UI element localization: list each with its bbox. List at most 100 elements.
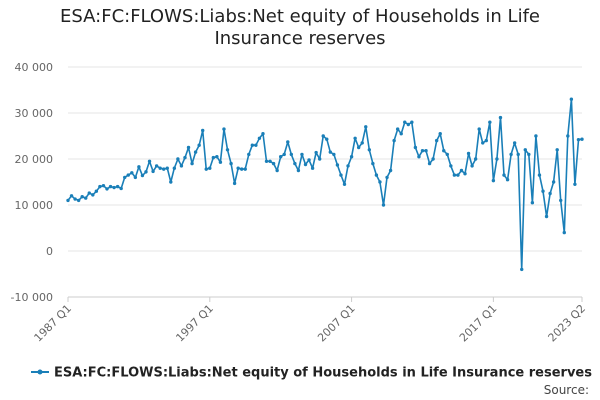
data-point bbox=[537, 173, 542, 177]
data-point bbox=[417, 155, 421, 159]
data-point bbox=[154, 164, 159, 168]
data-point bbox=[286, 140, 290, 144]
data-point bbox=[399, 132, 403, 136]
data-point bbox=[477, 127, 481, 131]
data-point bbox=[573, 182, 577, 186]
data-point bbox=[431, 157, 435, 161]
data-point bbox=[580, 137, 584, 141]
data-point bbox=[527, 152, 531, 157]
data-point bbox=[353, 136, 357, 140]
data-point bbox=[509, 152, 513, 157]
data-point bbox=[385, 175, 389, 180]
data-point bbox=[360, 141, 364, 145]
data-point bbox=[523, 148, 527, 152]
data-point bbox=[133, 175, 138, 180]
data-point bbox=[328, 150, 333, 154]
data-point bbox=[495, 157, 499, 161]
data-point bbox=[105, 187, 109, 191]
data-point bbox=[339, 173, 343, 177]
data-point bbox=[108, 184, 113, 189]
data-point bbox=[381, 203, 386, 207]
data-point bbox=[162, 167, 166, 171]
x-tick-label: 2017 Q1 bbox=[457, 302, 500, 345]
data-point bbox=[229, 161, 233, 166]
data-point bbox=[80, 195, 84, 199]
data-point bbox=[91, 193, 95, 197]
data-point bbox=[169, 180, 173, 184]
data-point bbox=[112, 185, 116, 190]
data-point bbox=[165, 166, 169, 170]
data-point bbox=[325, 137, 329, 141]
data-point bbox=[498, 115, 503, 120]
legend: ESA:FC:FLOWS:Liabs:Net equity of Househo… bbox=[31, 366, 592, 381]
data-point bbox=[87, 191, 91, 195]
data-point bbox=[512, 141, 517, 145]
data-point bbox=[222, 127, 226, 131]
data-point bbox=[473, 157, 478, 161]
data-point bbox=[342, 182, 347, 186]
data-point bbox=[250, 143, 255, 147]
y-tick-label: 20 000 bbox=[15, 153, 54, 166]
data-point bbox=[289, 152, 294, 157]
data-point bbox=[374, 173, 379, 177]
data-point bbox=[69, 194, 74, 198]
data-point bbox=[335, 163, 340, 167]
data-point bbox=[534, 134, 538, 138]
data-point bbox=[555, 148, 559, 152]
data-point bbox=[278, 155, 283, 159]
data-point bbox=[254, 143, 258, 147]
data-point bbox=[186, 145, 191, 150]
data-point bbox=[459, 168, 464, 173]
x-axis: 1987 Q1 1997 Q1 2007 Q1 2017 Q1 2023 Q2 bbox=[32, 296, 589, 345]
data-point bbox=[201, 128, 205, 133]
data-point bbox=[147, 159, 152, 163]
data-point bbox=[172, 166, 177, 170]
data-point bbox=[346, 164, 350, 168]
x-tick-label: 1997 Q1 bbox=[173, 302, 216, 345]
data-point bbox=[236, 166, 240, 170]
data-point bbox=[481, 141, 485, 145]
data-point bbox=[395, 127, 400, 131]
data-point bbox=[488, 120, 492, 124]
x-tick-label: 2007 Q1 bbox=[315, 302, 358, 345]
data-point bbox=[76, 198, 81, 203]
data-point bbox=[158, 166, 162, 170]
data-point bbox=[179, 164, 184, 168]
data-point bbox=[544, 214, 549, 219]
data-point bbox=[264, 159, 269, 163]
data-point bbox=[66, 198, 70, 203]
data-point bbox=[130, 171, 134, 175]
data-point bbox=[466, 151, 471, 156]
data-point bbox=[371, 161, 375, 166]
data-point bbox=[541, 189, 545, 193]
data-point bbox=[566, 134, 570, 138]
y-tick-label: 0 bbox=[46, 245, 53, 258]
x-tick-label: 1987 Q1 bbox=[32, 302, 75, 345]
data-point bbox=[215, 155, 219, 159]
data-point bbox=[151, 169, 155, 174]
data-point bbox=[115, 184, 120, 189]
data-point bbox=[332, 152, 336, 157]
data-point bbox=[261, 132, 265, 136]
data-point bbox=[119, 186, 123, 191]
data-point bbox=[243, 167, 247, 171]
data-point bbox=[367, 148, 372, 152]
data-point bbox=[126, 173, 130, 177]
data-point bbox=[516, 152, 520, 157]
data-point bbox=[140, 173, 145, 178]
data-point bbox=[73, 197, 77, 201]
data-point bbox=[406, 122, 411, 127]
x-tick-label: 2023 Q2 bbox=[546, 302, 589, 345]
data-point bbox=[410, 120, 414, 124]
data-point bbox=[317, 157, 322, 161]
data-point bbox=[364, 125, 368, 129]
data-point bbox=[232, 181, 237, 186]
source-label: Source: bbox=[544, 383, 589, 397]
data-point bbox=[548, 191, 552, 196]
data-point bbox=[307, 158, 311, 162]
data-point bbox=[293, 161, 297, 166]
series-layer bbox=[66, 97, 584, 272]
chart-title-line-2: Insurance reserves bbox=[214, 28, 386, 49]
data-point bbox=[576, 137, 581, 142]
